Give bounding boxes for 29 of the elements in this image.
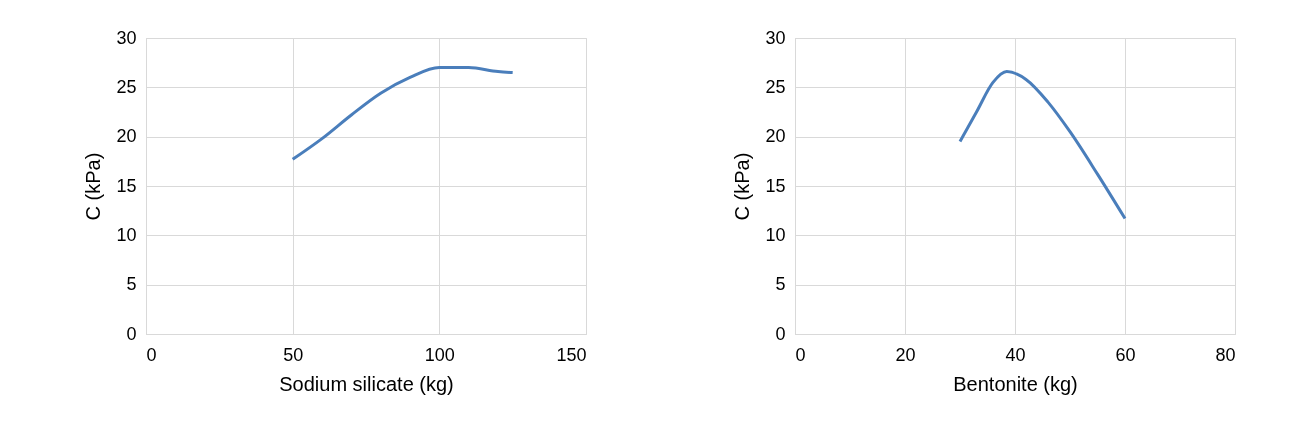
x-tick-label: 60 [1115, 344, 1136, 365]
y-tick-label: 15 [765, 175, 786, 196]
x-axis-title: Bentonite (kg) [953, 372, 1078, 395]
line-series [291, 66, 515, 161]
y-tick-label: 5 [126, 274, 137, 295]
x-tick-label: 0 [795, 344, 806, 365]
y-tick-label: 30 [765, 27, 786, 48]
y-tick-label: 20 [116, 126, 137, 147]
y-axis-title: C (kPa) [82, 152, 105, 221]
y-tick-label: 5 [775, 274, 786, 295]
x-tick-label: 80 [1215, 344, 1236, 365]
y-tick-label: 25 [765, 76, 786, 97]
y-axis-title: C (kPa) [731, 152, 754, 221]
x-tick-label: 150 [556, 344, 587, 365]
y-tick-label: 0 [126, 323, 137, 344]
line-series [958, 70, 1127, 221]
x-tick-label: 0 [146, 344, 157, 365]
y-tick-label: 20 [765, 126, 786, 147]
y-tick-label: 10 [765, 224, 786, 245]
y-tick-label: 30 [116, 27, 137, 48]
y-tick-label: 10 [116, 224, 137, 245]
y-tick-label: 0 [775, 323, 786, 344]
x-tick-label: 50 [283, 344, 304, 365]
x-axis-title: Sodium silicate (kg) [279, 372, 454, 395]
y-tick-label: 25 [116, 76, 137, 97]
x-tick-label: 40 [1005, 344, 1026, 365]
x-tick-label: 100 [424, 344, 455, 365]
x-tick-label: 20 [895, 344, 916, 365]
y-tick-label: 15 [116, 175, 137, 196]
